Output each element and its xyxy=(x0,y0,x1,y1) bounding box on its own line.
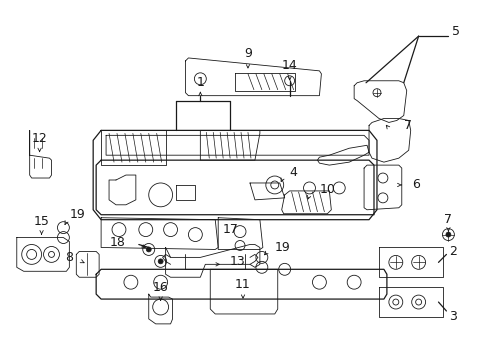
Text: 5: 5 xyxy=(451,24,459,38)
Circle shape xyxy=(146,247,151,252)
Text: 10: 10 xyxy=(319,184,335,197)
Text: 8: 8 xyxy=(65,251,73,264)
Circle shape xyxy=(158,259,163,264)
Text: 1: 1 xyxy=(196,76,204,89)
Text: 7: 7 xyxy=(444,213,451,226)
Text: 15: 15 xyxy=(34,215,49,228)
Circle shape xyxy=(445,232,450,237)
Text: 4: 4 xyxy=(289,166,297,179)
Text: 18: 18 xyxy=(110,236,126,249)
Text: 3: 3 xyxy=(448,310,456,323)
Text: 2: 2 xyxy=(448,245,456,258)
Text: 17: 17 xyxy=(222,223,238,236)
Text: 9: 9 xyxy=(244,48,251,60)
Text: 6: 6 xyxy=(411,179,419,192)
Text: 19: 19 xyxy=(69,208,85,221)
Text: 14: 14 xyxy=(281,59,297,72)
Text: 11: 11 xyxy=(235,278,250,291)
Text: 13: 13 xyxy=(230,255,245,268)
Text: 16: 16 xyxy=(152,281,168,294)
Text: 19: 19 xyxy=(274,241,290,254)
Text: 12: 12 xyxy=(32,132,47,145)
Text: 7: 7 xyxy=(403,119,411,132)
